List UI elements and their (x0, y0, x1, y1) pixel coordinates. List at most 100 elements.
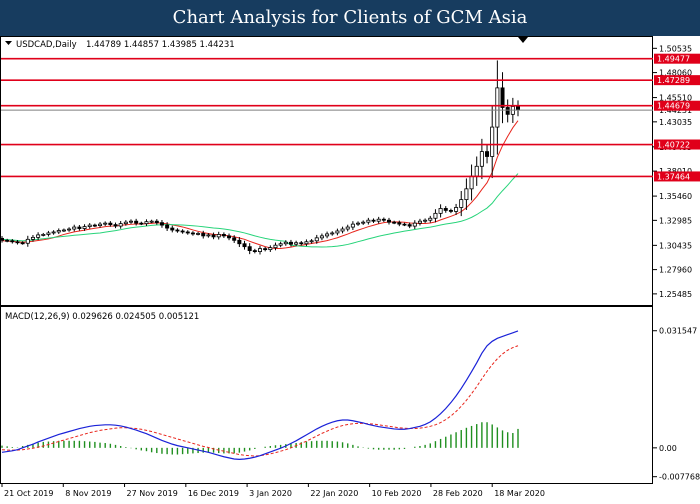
candle (56, 228, 61, 235)
candle-body-up (268, 247, 273, 251)
candle (268, 245, 273, 252)
candle-body-up (474, 165, 479, 177)
candle (211, 232, 216, 240)
candle (15, 240, 20, 245)
candle-body-up (330, 232, 335, 235)
level-price-box (654, 171, 700, 182)
candle-body-down (159, 222, 164, 226)
candle-body-down (154, 220, 159, 224)
candle-body-up (495, 87, 500, 128)
time-tick-label: 18 Mar 2020 (494, 489, 545, 498)
candle (376, 216, 381, 224)
candle (30, 235, 35, 242)
candle (36, 232, 41, 241)
candle (433, 209, 438, 223)
candle-body-down (15, 241, 20, 244)
candle (423, 218, 428, 223)
ohlc-label: 1.44789 1.44857 1.43985 1.44231 (86, 40, 235, 50)
candle-body-down (402, 223, 407, 226)
candle (319, 233, 324, 241)
candle-body-down (381, 218, 386, 221)
candle-body-down (20, 242, 25, 245)
candle-body-down (175, 229, 180, 232)
candle (139, 221, 144, 226)
candle-body-up (41, 234, 46, 236)
candle-body-up (123, 221, 128, 225)
candle-body-up (144, 221, 149, 225)
candle-body-down (170, 227, 175, 231)
candle (170, 225, 175, 233)
candle-body-up (345, 226, 350, 230)
price-tick-label: 1.35460 (659, 192, 692, 201)
level-price-label: 1.40722 (657, 141, 690, 150)
candle (118, 220, 123, 229)
candle (464, 178, 469, 211)
candle (175, 228, 180, 233)
time-tick-label: 8 Nov 2019 (65, 489, 111, 498)
macd-axis: 0.031547 0.00 -0.007768 (653, 327, 700, 482)
candle (485, 144, 490, 164)
candle (495, 60, 500, 155)
level-price-box (654, 139, 700, 150)
candle (392, 220, 397, 225)
candle (77, 225, 82, 231)
candle (227, 233, 232, 241)
price-panel-frame (0, 36, 653, 306)
chart-svg: USDCAD,Daily 1.44789 1.44857 1.43985 1.4… (0, 36, 700, 498)
candle-body-up (433, 212, 438, 219)
candle (196, 231, 201, 236)
level-price-box (654, 100, 700, 111)
candle (335, 228, 340, 236)
time-axis: 21 Oct 2019 8 Nov 2019 27 Nov 2019 16 Dec 2… (1, 483, 545, 498)
candle-body-up (356, 222, 361, 225)
macd-main-line (1, 330, 519, 460)
candle (397, 220, 402, 227)
candle-body-up (128, 220, 133, 223)
candle (386, 217, 391, 225)
candle (144, 219, 149, 226)
candle-body-up (118, 223, 123, 227)
candle (454, 203, 459, 215)
time-tick-label: 28 Feb 2020 (433, 489, 483, 498)
candle (108, 221, 113, 227)
candle (294, 240, 299, 247)
macd-indicator-label: MACD(12,26,9) 0.029626 0.024505 0.005121 (5, 312, 199, 322)
candle (325, 231, 330, 239)
dropdown-arrow-icon (5, 41, 12, 45)
candle (314, 234, 319, 244)
candle-body-up (459, 199, 464, 208)
candle (443, 206, 448, 213)
price-tick-label: 1.25485 (659, 290, 692, 299)
candle-body-down (139, 222, 144, 225)
candle-body-up (469, 175, 474, 190)
moving-averages (1, 120, 519, 249)
banner-title: Chart Analysis for Clients of GCM Asia (0, 0, 700, 36)
candle (154, 219, 159, 225)
candle (252, 248, 257, 254)
candle-body-up (98, 223, 103, 226)
candle-body-up (361, 221, 366, 224)
candle (428, 215, 433, 223)
macd-indicator (1, 330, 519, 460)
candle-body-up (454, 207, 459, 212)
candle-body-up (340, 228, 345, 232)
candle-body-down (371, 219, 376, 222)
level-price-label: 1.49477 (657, 55, 690, 64)
candle-body-down (237, 239, 242, 245)
candle-body-down (448, 210, 453, 212)
candle-body-up (304, 241, 309, 245)
candle (41, 232, 46, 237)
macd-tick-label: -0.007768 (659, 473, 700, 482)
candle-body-up (56, 230, 61, 233)
candle-body-down (185, 231, 190, 234)
candle-body-up (216, 234, 221, 238)
candle-body-up (206, 234, 211, 237)
candle (505, 99, 510, 123)
candle-body-down (397, 222, 402, 225)
macd-panel-frame (0, 306, 653, 484)
candle-body-down (77, 226, 82, 229)
candle-body-up (273, 244, 278, 249)
chart-shift-marker-icon (518, 37, 528, 43)
level-price-box (654, 53, 700, 64)
level-price-label: 1.47289 (657, 76, 690, 85)
